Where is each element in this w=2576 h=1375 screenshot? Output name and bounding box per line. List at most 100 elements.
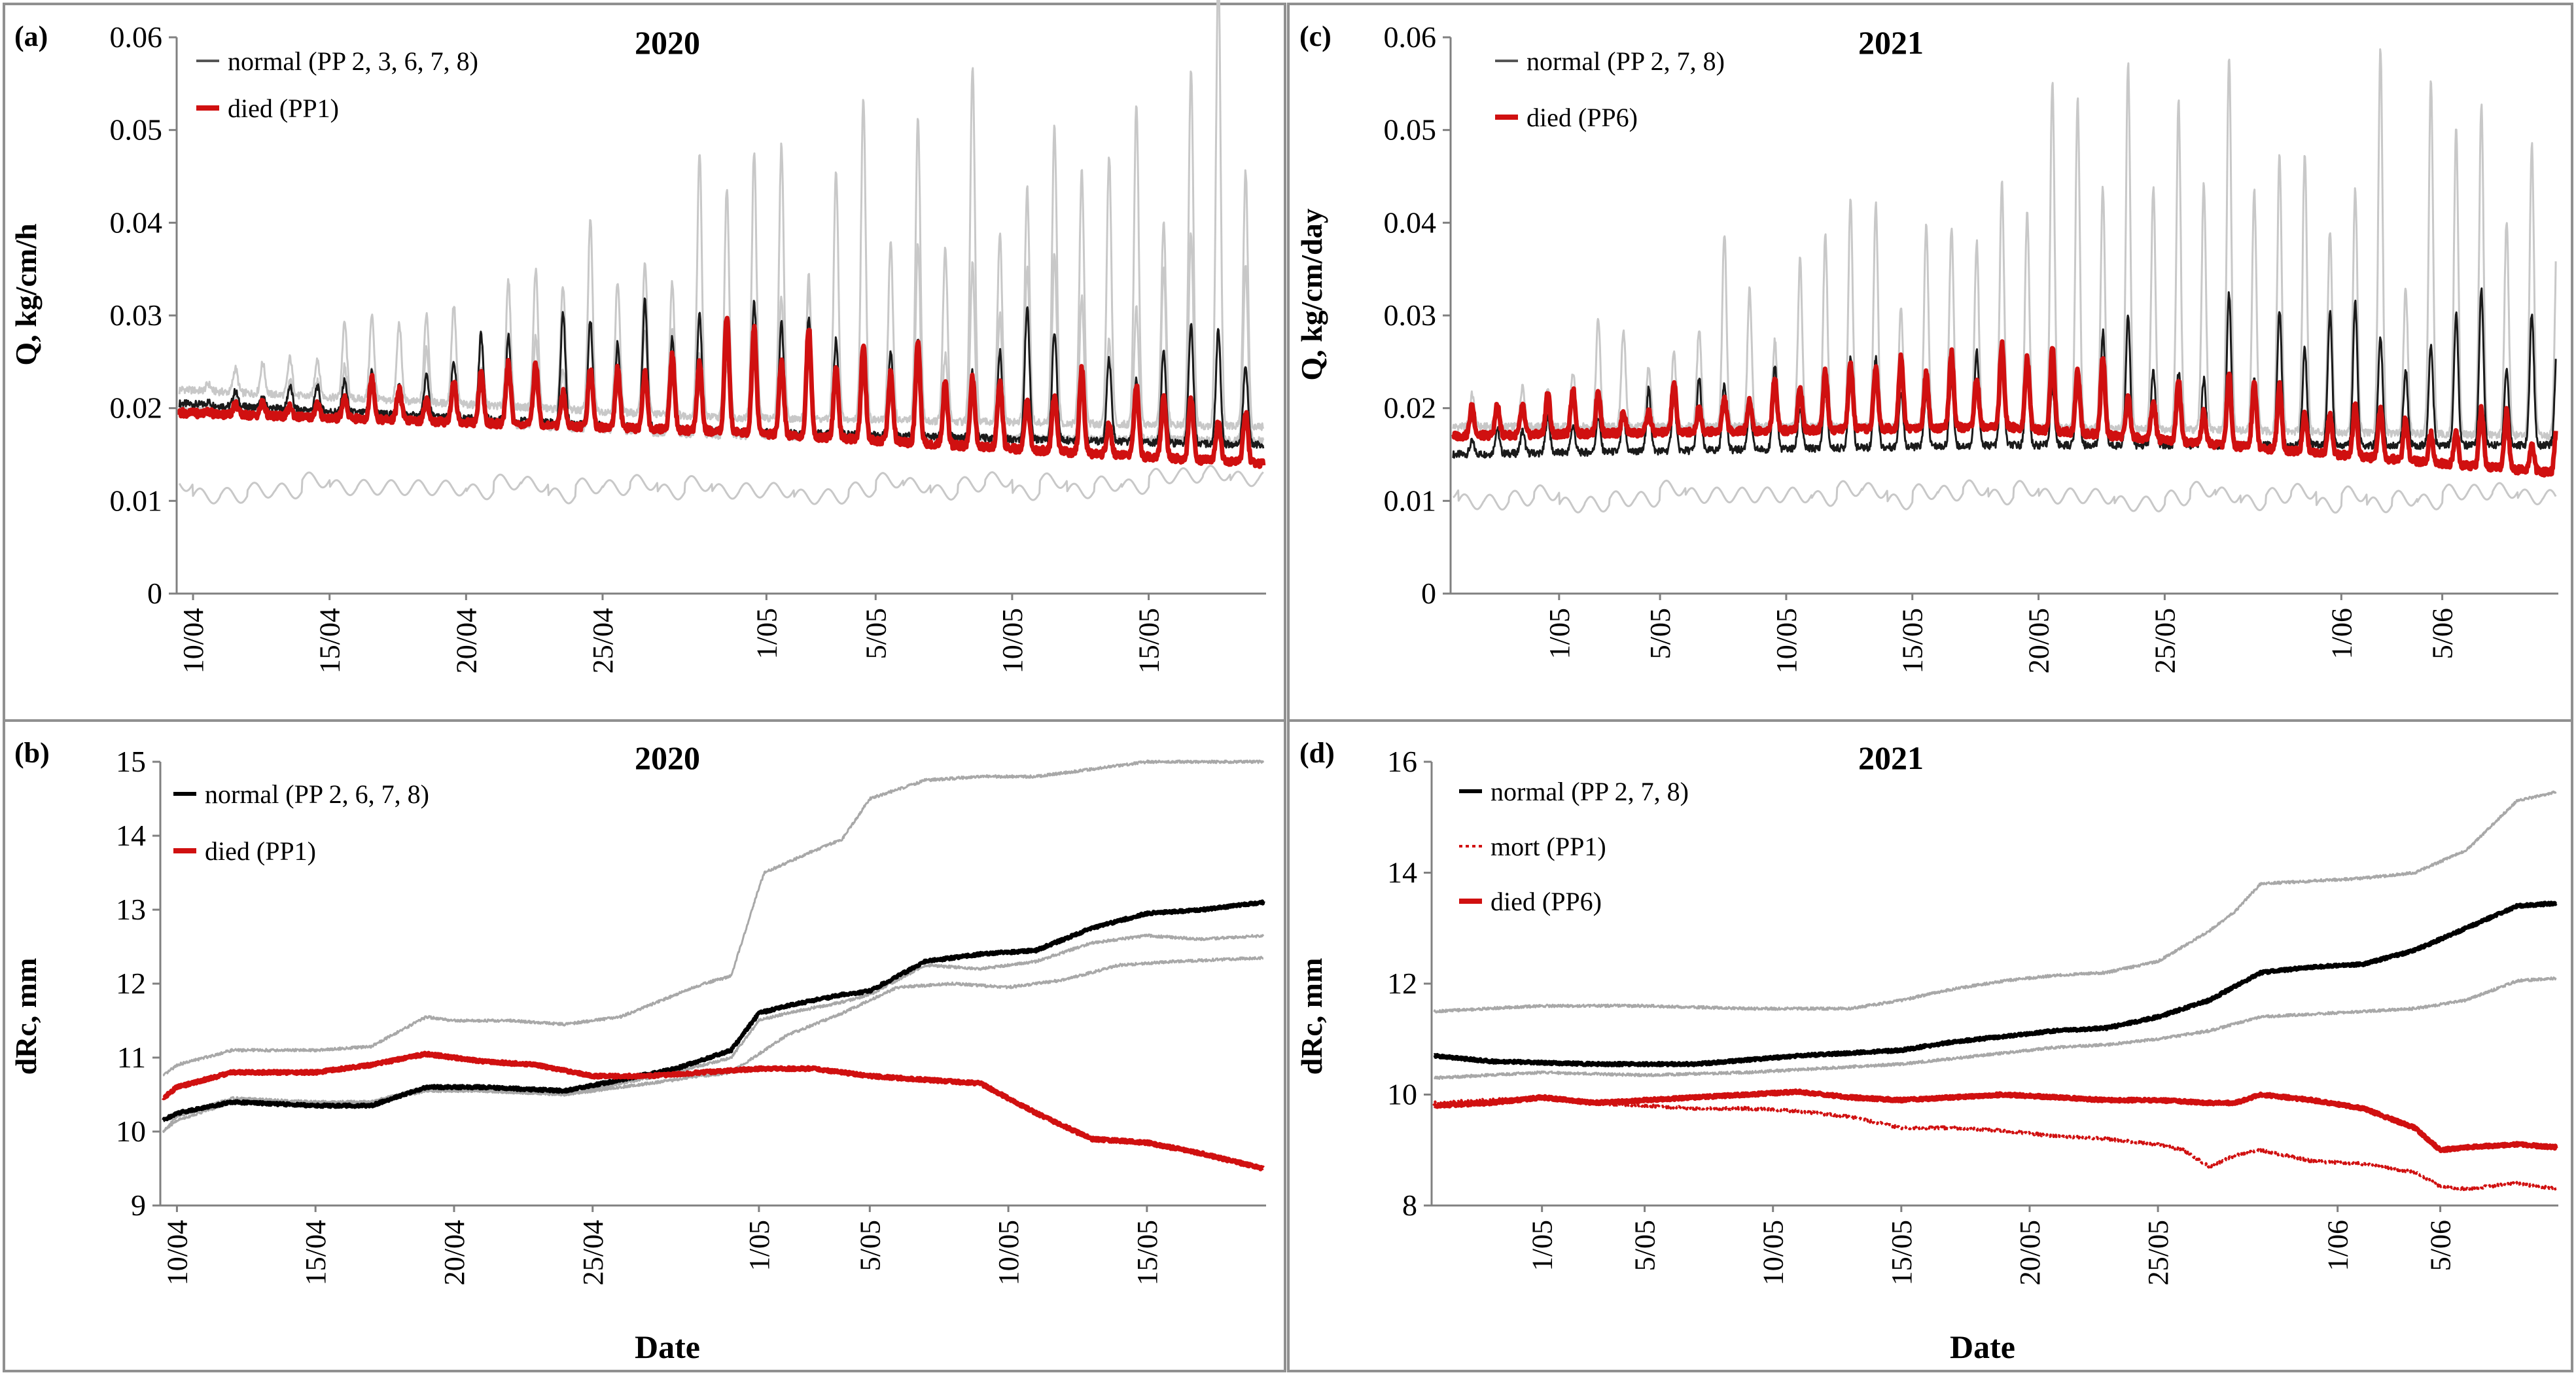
legend-label-normal: normal (PP 2, 7, 8): [1491, 777, 1689, 806]
y-tick-label: 0.05: [1384, 113, 1437, 147]
legend: normal (PP 2, 7, 8) mort (PP1) died (PP6…: [1459, 777, 1689, 916]
x-tick-label: 15/04: [314, 608, 346, 673]
panel-label: (d): [1299, 737, 1335, 769]
x-tick-label: 15/04: [300, 1220, 332, 1285]
legend-label-normal: normal (PP 2, 6, 7, 8): [205, 779, 429, 809]
x-tick-label: 1/06: [2322, 1220, 2354, 1271]
legend-label-died: died (PP6): [1526, 103, 1638, 132]
y-tick-label: 8: [1402, 1188, 1417, 1222]
series-line-died: [1432, 1088, 2558, 1153]
x-tick-label: 15/05: [1897, 608, 1929, 673]
y-tick-label: 0.04: [1384, 205, 1437, 239]
series-line-light: [1434, 976, 2557, 1080]
y-tick-label: 10: [1387, 1078, 1417, 1111]
panel-label: (b): [14, 737, 50, 769]
y-tick-label: 0: [147, 577, 162, 610]
y-tick-label: 9: [131, 1188, 146, 1222]
y-tick-label: 12: [1387, 967, 1417, 1000]
y-tick-label: 0.01: [1384, 484, 1437, 517]
x-tick-label: 10/05: [997, 608, 1029, 673]
y-tick-label: 13: [116, 893, 146, 926]
x-tick-label: 5/05: [854, 1220, 886, 1271]
series-line-mort: [1433, 1094, 2557, 1191]
axes: [159, 762, 1266, 1207]
x-tick-label: 5/05: [860, 608, 892, 659]
series-line-light: [1453, 479, 2557, 514]
chart-title: 2020: [635, 24, 700, 61]
x-tick-label: 15/05: [1133, 608, 1165, 673]
panel-label: (c): [1299, 20, 1332, 52]
panel-frame: [3, 719, 1286, 1372]
y-tick-label: 14: [1387, 856, 1417, 889]
x-tick-label: 20/04: [438, 1220, 470, 1285]
y-axis-label: Q, kg/cm/day: [1295, 208, 1328, 380]
x-tick-label: 10/05: [1771, 608, 1803, 673]
axes: [1430, 762, 2558, 1207]
x-tick-label: 25/05: [2149, 608, 2181, 673]
panel-frame: [1287, 719, 2573, 1372]
x-axis-label: Date: [635, 1329, 700, 1365]
series-line-died: [1451, 339, 2558, 478]
series-line-died: [161, 1050, 1265, 1171]
series-layer: [177, 0, 1266, 505]
y-tick-label: 10: [116, 1115, 146, 1148]
x-tick-label: 5/06: [2427, 608, 2459, 659]
x-tick-label: 10/05: [1757, 1220, 1790, 1285]
series-line-light: [1433, 790, 2557, 1014]
x-tick-labels: 10/04 15/04 20/04 25/04 1/05 5/05 10/05 15/05: [161, 1205, 1163, 1285]
y-tick-labels: 9 10 11 12 13 14 15: [116, 745, 160, 1222]
y-tick-label: 0.01: [110, 484, 163, 517]
legend: normal (PP 2, 3, 6, 7, 8) died (PP1): [196, 46, 478, 123]
x-tick-label: 1/05: [750, 608, 783, 659]
panel-b: (b) 2020 dRc, mm Date 9 10 11 12 13 14 15 10/0…: [3, 719, 1286, 1372]
y-tick-label: 0.02: [110, 391, 163, 425]
legend-label-died: died (PP6): [1491, 887, 1602, 916]
x-tick-label: 15/05: [1886, 1220, 1918, 1285]
x-tick-labels: 1/05 5/05 10/05 15/05 20/05 25/05 1/06 5/06: [1544, 594, 2459, 673]
y-tick-label: 0.04: [110, 205, 163, 239]
axes: [1449, 37, 2558, 595]
x-tick-label: 20/05: [2023, 608, 2055, 673]
x-tick-label: 25/04: [587, 608, 619, 673]
y-tick-labels: 0 0.01 0.02 0.03 0.04 0.05 0.06: [1384, 20, 1451, 610]
x-tick-label: 1/05: [1544, 608, 1576, 659]
x-tick-label: 5/05: [1629, 1220, 1661, 1271]
legend: normal (PP 2, 7, 8) died (PP6): [1495, 46, 1725, 132]
y-axis-label: dRc, mm: [1295, 958, 1328, 1075]
legend-label-mort: mort (PP1): [1491, 832, 1606, 861]
axes: [175, 37, 1266, 595]
panel-label: (a): [14, 20, 48, 52]
x-tick-labels: 10/04 15/04 20/04 25/04 1/05 5/05 10/05 15/05: [177, 594, 1165, 673]
series-layer: [161, 759, 1265, 1171]
x-tick-label: 10/05: [993, 1220, 1025, 1285]
chart-title: 2020: [635, 740, 700, 776]
y-tick-label: 0.02: [1384, 391, 1437, 425]
x-tick-label: 10/04: [177, 608, 209, 673]
series-line-light: [178, 465, 1264, 505]
series-line-died: [177, 315, 1266, 469]
x-tick-labels: 1/05 5/05 10/05 15/05 20/05 25/05 1/06 5/06: [1526, 1205, 2457, 1285]
legend-label-normal: normal (PP 2, 3, 6, 7, 8): [228, 46, 478, 76]
y-tick-label: 15: [116, 745, 146, 778]
series-line-light: [162, 759, 1265, 1077]
x-tick-label: 1/06: [2325, 608, 2357, 659]
y-tick-label: 0.05: [110, 113, 163, 147]
y-tick-label: 12: [116, 967, 146, 1000]
legend-label-died: died (PP1): [205, 836, 316, 866]
chart-title: 2021: [1858, 740, 1924, 776]
y-axis-label: dRc, mm: [9, 958, 43, 1075]
y-tick-label: 0.06: [110, 20, 163, 54]
x-tick-label: 20/05: [2014, 1220, 2046, 1285]
y-tick-labels: 8 10 12 14 16: [1387, 745, 1432, 1222]
x-tick-label: 25/05: [2142, 1220, 2174, 1285]
x-tick-label: 20/04: [450, 608, 482, 673]
x-tick-label: 10/04: [161, 1220, 193, 1285]
series-layer: [1432, 790, 2558, 1191]
y-tick-label: 11: [117, 1041, 146, 1074]
x-axis-label: Date: [1950, 1329, 2015, 1365]
y-tick-label: 0.06: [1384, 20, 1437, 54]
series-line-normal: [162, 899, 1265, 1122]
chart-title: 2021: [1858, 24, 1924, 61]
panel-d: (d) 2021 dRc, mm Date 8 10 12 14 16 1/05 5/05…: [1287, 719, 2573, 1372]
